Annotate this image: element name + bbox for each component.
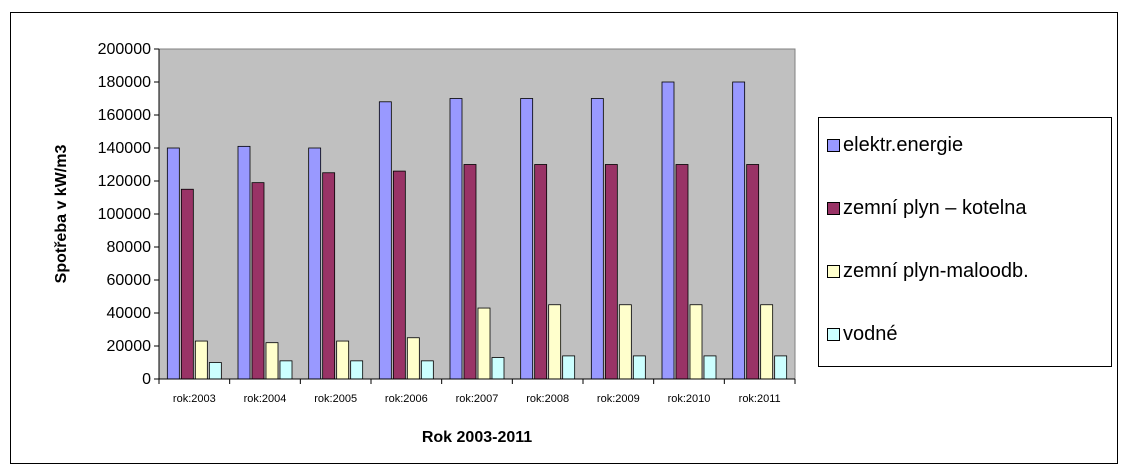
y-tick-label: 80000 [107, 239, 152, 256]
bar-4-rok-2010 [703, 355, 717, 380]
y-tick-label: 200000 [98, 41, 151, 58]
y-tick-label: 160000 [98, 107, 151, 124]
y-tick-label: 180000 [98, 74, 151, 91]
bar-3-rok-2004 [265, 342, 279, 380]
x-axis-title: Rok 2003-2011 [422, 429, 532, 446]
x-axis-ticks: rok:2003 rok:2004 rok:2005 rok:2006 rok:2007… [158, 379, 796, 405]
y-tick-label: 100000 [98, 206, 151, 223]
bar-1-rok-2009 [590, 98, 604, 380]
bar-1-rok-2007 [449, 98, 463, 380]
y-tick-label: 120000 [98, 173, 151, 190]
bar-2-rok-2009 [604, 164, 618, 380]
y-tick-label: 0 [142, 371, 151, 388]
x-tick-label: rok:2006 [385, 393, 428, 405]
bar-4-rok-2008 [562, 355, 576, 380]
y-tick-label: 20000 [107, 338, 152, 355]
legend-item: vodné [827, 321, 898, 347]
x-tick-label: rok:2007 [456, 393, 499, 405]
bar-3-rok-2009 [618, 304, 632, 380]
legend-item: zemní plyn – kotelna [827, 195, 1026, 221]
x-tick-label: rok:2003 [173, 393, 216, 405]
bar-1-rok-2005 [308, 147, 322, 380]
bar-3-rok-2006 [406, 337, 420, 380]
bar-2-rok-2007 [463, 164, 477, 380]
bar-2-rok-2010 [675, 164, 689, 380]
legend-swatch [827, 327, 840, 341]
y-axis-ticks: 0 20000 40000 60000 80000 100000 120000 140000 1… [98, 41, 159, 388]
x-tick-label: rok:2008 [526, 393, 569, 405]
legend-item: zemní plyn-maloodb. [827, 258, 1029, 284]
bar-2-rok-2003 [180, 188, 194, 380]
bar-1-rok-2004 [237, 145, 251, 380]
x-tick-label: rok:2011 [739, 393, 781, 405]
bar-2-rok-2006 [392, 170, 406, 380]
bar-4-rok-2009 [632, 355, 646, 380]
legend-item: elektr.energie [827, 132, 963, 158]
bar-1-rok-2008 [520, 98, 534, 380]
bar-3-rok-2010 [689, 304, 703, 380]
bar-4-rok-2011 [774, 355, 788, 380]
bar-2-rok-2005 [322, 172, 336, 380]
bar-4-rok-2004 [279, 360, 293, 380]
bar-2-rok-2011 [746, 164, 760, 380]
x-tick-label: rok:2005 [314, 393, 357, 405]
y-tick-label: 60000 [107, 272, 152, 289]
bar-4-rok-2007 [491, 357, 505, 380]
bar-2-rok-2004 [251, 182, 265, 380]
bar-4-rok-2005 [350, 360, 364, 380]
bar-1-rok-2010 [661, 81, 675, 380]
plot-area [158, 48, 796, 380]
bar-1-rok-2011 [732, 81, 746, 380]
bar-1-rok-2006 [378, 101, 392, 380]
bar-3-rok-2011 [760, 304, 774, 380]
legend-label: vodné [843, 322, 898, 345]
bar-4-rok-2006 [420, 360, 434, 380]
bars [166, 81, 788, 380]
legend-label: zemní plyn-maloodb. [843, 259, 1029, 282]
x-tick-label: rok:2009 [597, 393, 640, 405]
y-tick-label: 140000 [98, 140, 151, 157]
legend-label: zemní plyn – kotelna [843, 196, 1027, 219]
legend-swatch [827, 264, 840, 278]
bar-3-rok-2008 [548, 304, 562, 380]
legend-swatch [827, 201, 840, 215]
bar-4-rok-2003 [208, 362, 222, 380]
x-tick-label: rok:2004 [244, 393, 287, 405]
bar-2-rok-2008 [534, 164, 548, 380]
y-axis-title: Spotřeba v kW/m3 [53, 145, 70, 284]
y-tick-label: 40000 [107, 305, 152, 322]
legend-swatch [827, 138, 840, 152]
bar-3-rok-2005 [336, 340, 350, 380]
bar-3-rok-2007 [477, 307, 491, 380]
bar-1-rok-2003 [166, 147, 180, 380]
legend: elektr.energie zemní plyn – kotelna zemní … [818, 117, 1112, 367]
legend-label: elektr.energie [843, 133, 964, 156]
x-tick-label: rok:2010 [668, 393, 711, 405]
bar-3-rok-2003 [194, 340, 208, 380]
